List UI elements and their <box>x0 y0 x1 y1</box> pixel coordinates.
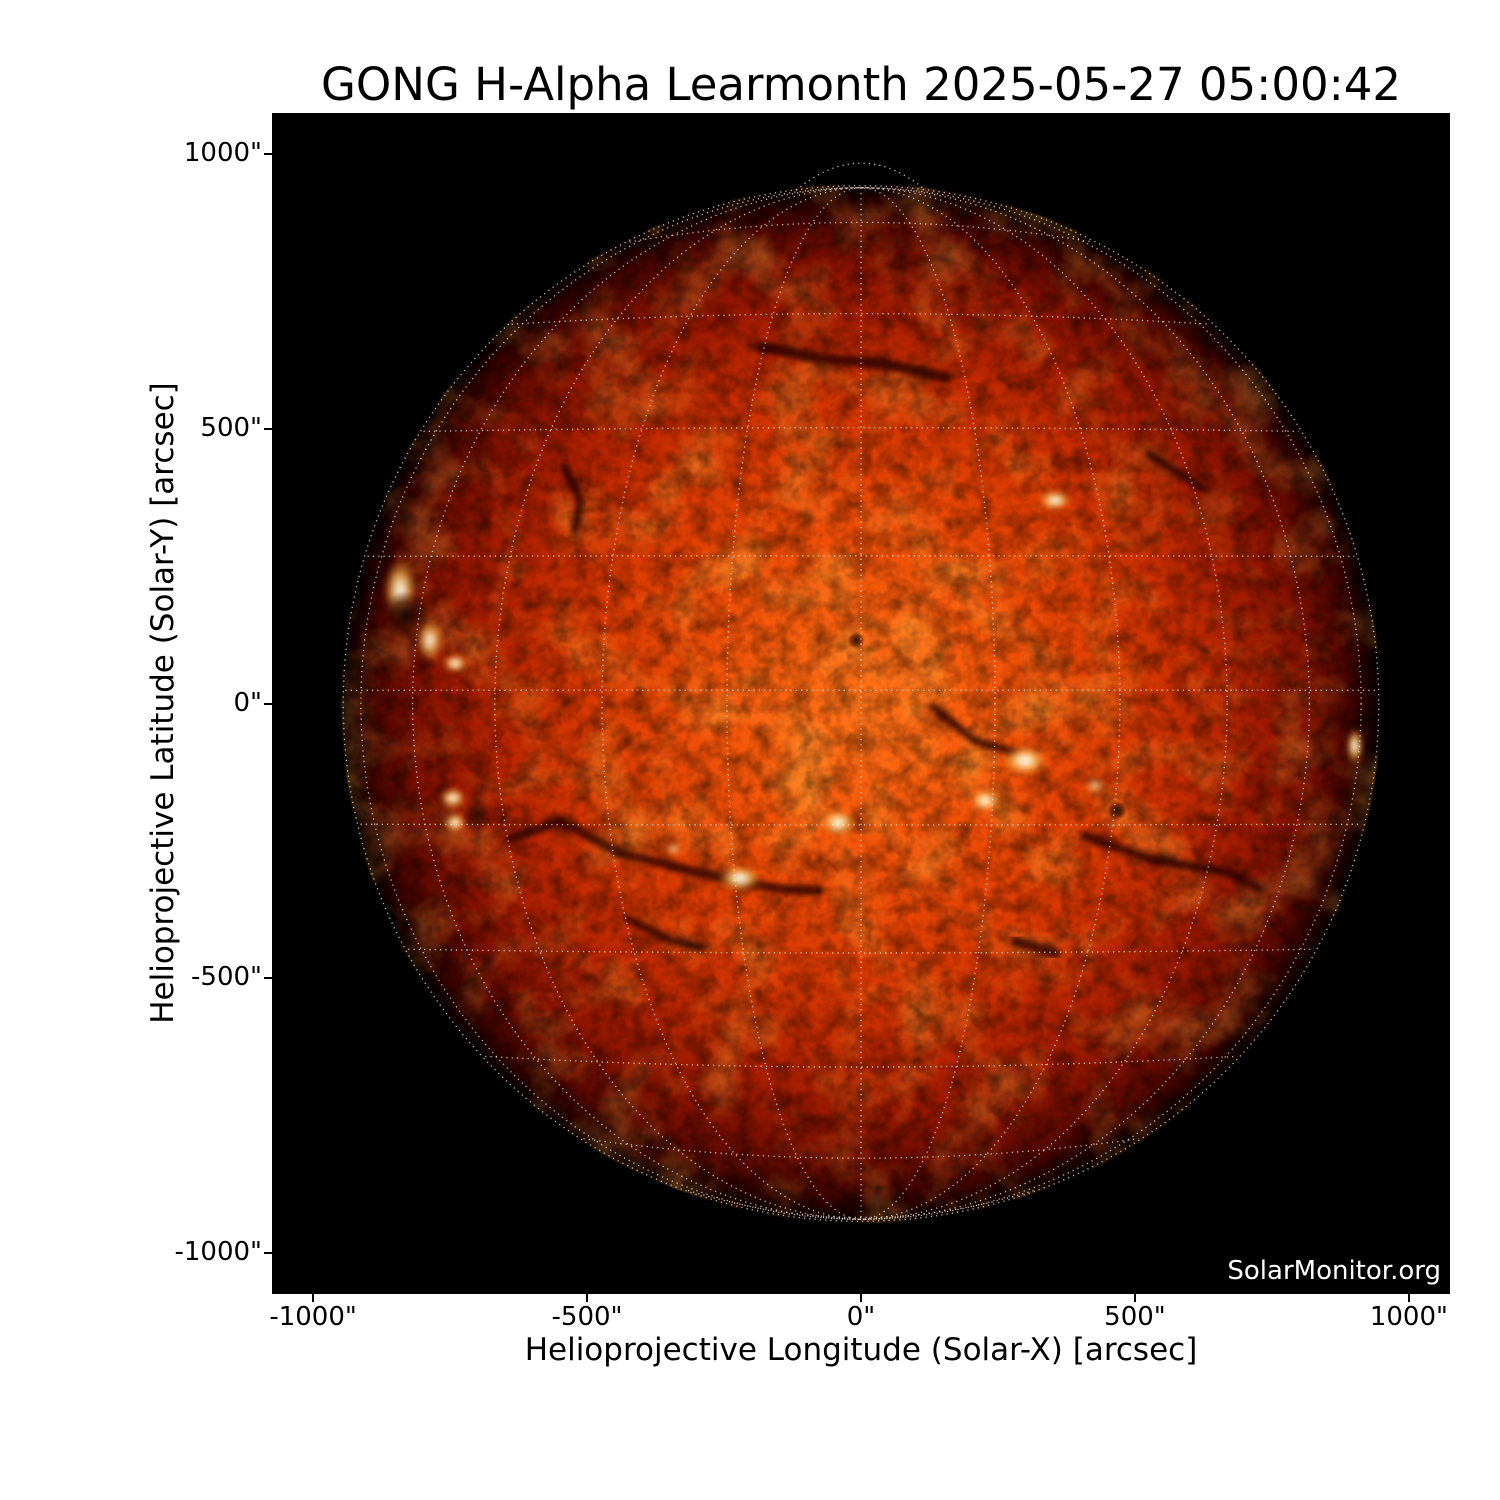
sunspot-feature <box>1107 800 1127 821</box>
y-tick-label: 0" <box>233 687 262 718</box>
plage-feature <box>664 842 682 856</box>
plage-feature <box>1346 728 1363 764</box>
filament-feature <box>1145 450 1210 495</box>
y-tick-label: 500" <box>200 412 262 443</box>
x-tick-label: 1000" <box>1369 1302 1448 1332</box>
filament-feature <box>561 463 584 534</box>
sun-disk-layer <box>341 183 1381 1224</box>
sunspot-feature <box>381 591 430 640</box>
x-tick-mark <box>586 1294 589 1302</box>
y-tick-mark <box>264 977 272 980</box>
x-axis-label: Helioprojective Longitude (Solar-X) [arc… <box>524 1332 1198 1368</box>
y-tick-label: 1000" <box>183 137 262 168</box>
sun-disk-image <box>341 162 1381 1224</box>
watermark: SolarMonitor.org <box>1227 1256 1441 1286</box>
filament-feature <box>1080 831 1265 894</box>
y-tick-mark <box>264 153 272 156</box>
x-tick-mark <box>1133 1294 1136 1302</box>
x-tick-label: 0" <box>846 1302 876 1332</box>
x-tick-mark <box>1407 1294 1410 1302</box>
plage-feature <box>1084 777 1106 795</box>
plage-feature <box>1038 489 1072 511</box>
plage-feature <box>1001 745 1049 776</box>
y-tick-mark <box>264 427 272 430</box>
plot-area: SolarMonitor.org <box>272 113 1450 1294</box>
plage-feature <box>969 789 1001 813</box>
sunspot-feature <box>462 798 494 830</box>
heliographic-grid <box>342 162 1380 1222</box>
sunspot-feature <box>847 631 865 650</box>
x-tick-label: -500" <box>551 1302 623 1332</box>
x-tick-mark <box>860 1294 862 1302</box>
x-tick-label: 500" <box>1104 1302 1166 1332</box>
plage-feature <box>442 654 468 673</box>
y-tick-label: -500" <box>191 961 262 992</box>
plage-feature <box>439 787 466 809</box>
filament-feature <box>1009 936 1061 959</box>
x-tick-label: -1000" <box>269 1302 357 1332</box>
plage-feature <box>718 865 762 892</box>
y-tick-mark <box>264 702 272 705</box>
x-tick-mark <box>312 1294 315 1302</box>
filament-feature <box>621 913 706 952</box>
plage-feature <box>820 809 856 837</box>
filament-feature <box>757 342 953 384</box>
plot-title: GONG H-Alpha Learmonth 2025-05-27 05:00:… <box>321 58 1401 111</box>
filament-feature <box>928 702 1020 757</box>
y-tick-mark <box>264 1251 272 1254</box>
y-tick-label: -1000" <box>174 1236 262 1267</box>
plage-feature <box>443 813 467 832</box>
